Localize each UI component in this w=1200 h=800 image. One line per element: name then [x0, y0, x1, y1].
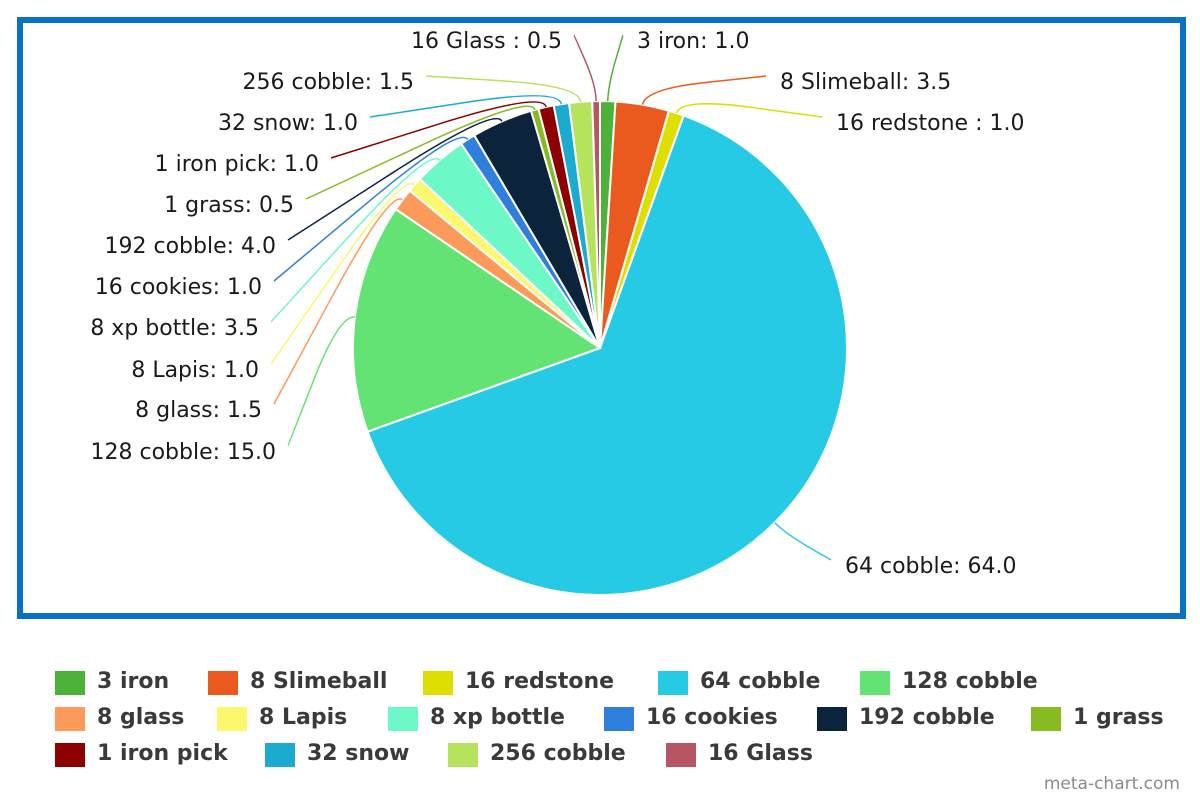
legend-label: 256 cobble — [490, 741, 626, 766]
legend-label: 8 glass — [97, 705, 185, 730]
legend-swatch — [448, 743, 478, 767]
legend: 3 iron 8 Slimeball 16 redstone 64 cobble 128… — [55, 668, 1185, 776]
legend-swatch — [817, 707, 847, 731]
leader-line — [287, 117, 503, 241]
slice-data-label: 8 Slimeball: 3.5 — [780, 70, 951, 95]
legend-swatch — [265, 743, 295, 767]
slice-data-label: 1 grass: 0.5 — [164, 193, 294, 218]
legend-label: 16 redstone — [465, 669, 615, 694]
slice-data-label: 16 redstone : 1.0 — [836, 111, 1024, 136]
legend-label: 16 cookies — [646, 705, 778, 730]
slice-data-label: 8 glass: 1.5 — [135, 398, 262, 423]
legend-swatch — [658, 671, 688, 695]
leader-line — [287, 316, 356, 447]
slice-data-label: 128 cobble: 15.0 — [90, 440, 276, 465]
slice-data-label: 256 cobble: 1.5 — [242, 70, 414, 95]
leader-line — [330, 101, 547, 159]
legend-swatch — [55, 743, 85, 767]
pie-slice-16-glass[interactable] — [591, 99, 601, 349]
legend-label: 64 cobble — [700, 669, 821, 694]
leader-line — [675, 102, 823, 118]
slice-data-label: 32 snow: 1.0 — [218, 111, 358, 136]
slice-data-label: 1 iron pick: 1.0 — [155, 152, 319, 177]
legend-swatch — [1031, 707, 1061, 731]
legend-row: 1 iron pick 32 snow 256 cobble 16 Glass — [55, 740, 1185, 776]
legend-label: 1 iron pick — [97, 741, 228, 766]
legend-swatch — [208, 671, 238, 695]
legend-swatch — [388, 707, 418, 731]
leader-line — [270, 182, 416, 365]
leader-line — [273, 198, 403, 405]
legend-row: 8 glass 8 Lapis 8 xp bottle 16 cookies 192 c… — [55, 704, 1185, 740]
legend-label: 16 Glass — [708, 741, 813, 766]
legend-swatch — [604, 707, 634, 731]
leader-line — [573, 34, 597, 102]
slice-data-label: 3 iron: 1.0 — [637, 29, 749, 54]
legend-label: 8 xp bottle — [430, 705, 565, 730]
legend-swatch — [217, 707, 247, 731]
slice-data-label: 64 cobble: 64.0 — [845, 554, 1017, 579]
legend-row: 3 iron 8 Slimeball 16 redstone 64 cobble 128… — [55, 668, 1185, 704]
leader-line — [273, 136, 469, 282]
leader-line — [774, 522, 832, 561]
legend-label: 8 Lapis — [259, 705, 348, 730]
legend-label: 192 cobble — [859, 705, 995, 730]
leader-line — [270, 158, 441, 323]
leader-line — [641, 75, 767, 105]
legend-swatch — [860, 671, 890, 695]
legend-swatch — [55, 707, 85, 731]
slice-data-label: 8 xp bottle: 3.5 — [90, 316, 259, 341]
pie-slice-64-cobble[interactable] — [366, 114, 848, 596]
leader-line — [369, 95, 563, 118]
legend-label: 8 Slimeball — [250, 669, 388, 694]
leader-line — [425, 75, 582, 102]
legend-swatch — [666, 743, 696, 767]
legend-label: 1 grass — [1073, 705, 1164, 730]
legend-swatch — [55, 671, 85, 695]
leader-line — [607, 34, 624, 102]
legend-swatch — [423, 671, 453, 695]
leader-line — [305, 105, 536, 200]
slice-data-label: 192 cobble: 4.0 — [104, 234, 276, 259]
credit-text: meta-chart.com — [1043, 774, 1180, 794]
slice-data-label: 8 Lapis: 1.0 — [131, 358, 259, 383]
legend-label: 32 snow — [307, 741, 410, 766]
slice-data-label: 16 Glass : 0.5 — [411, 29, 562, 54]
legend-label: 3 iron — [97, 669, 170, 694]
legend-label: 128 cobble — [902, 669, 1038, 694]
slice-data-label: 16 cookies: 1.0 — [95, 275, 262, 300]
